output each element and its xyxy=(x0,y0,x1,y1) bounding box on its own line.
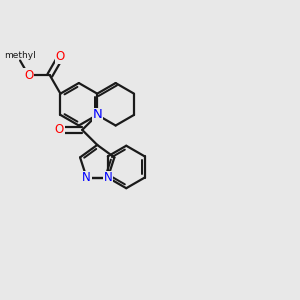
Text: O: O xyxy=(24,69,33,82)
Text: N: N xyxy=(92,108,102,122)
Text: O: O xyxy=(55,123,64,136)
Text: methyl: methyl xyxy=(4,51,36,60)
Text: N: N xyxy=(82,171,91,184)
Text: O: O xyxy=(56,50,65,63)
Text: N: N xyxy=(103,171,112,184)
